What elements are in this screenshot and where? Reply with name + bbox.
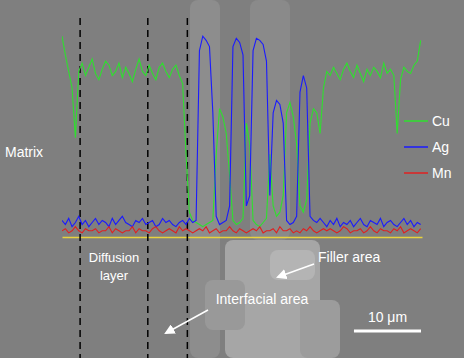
legend-label: Cu: [432, 113, 450, 129]
scale-bar-label: 10 μm: [368, 309, 407, 325]
legend-label: Ag: [432, 139, 449, 155]
scale-bar: 10 μm: [354, 309, 421, 331]
annotation: Matrix: [5, 144, 43, 160]
annotation: Filler area: [318, 249, 380, 265]
annotations: Matrix Diffusionlayer Filler area Interfaci…: [5, 144, 380, 333]
scale-bar-line: [354, 330, 421, 333]
series-line: [62, 227, 421, 233]
series-line: [62, 36, 421, 226]
plot-area: [62, 36, 421, 233]
annotation-arrow: [278, 264, 314, 277]
micrograph: [0, 0, 464, 358]
annotation-arrow: [166, 310, 208, 333]
legend-label: Mn: [432, 165, 451, 181]
legend-swatch: [404, 172, 428, 174]
micrograph-patch: [270, 250, 315, 280]
micrograph-patch: [300, 300, 340, 358]
boundaries: [80, 18, 187, 358]
legend: Cu Ag Mn: [404, 113, 451, 181]
legend-swatch: [404, 120, 428, 122]
x-axis: [63, 237, 423, 238]
micrograph-patch: [250, 0, 290, 240]
annotation: Interfacial area: [216, 291, 309, 307]
annotation: Diffusionlayer: [89, 250, 139, 283]
chart: Cu Ag Mn Matrix Diffusionlayer Filler area Int…: [0, 0, 464, 358]
background: [0, 0, 464, 358]
axis-line: [63, 237, 423, 239]
series-line: [62, 36, 421, 226]
legend-swatch: [404, 146, 428, 148]
